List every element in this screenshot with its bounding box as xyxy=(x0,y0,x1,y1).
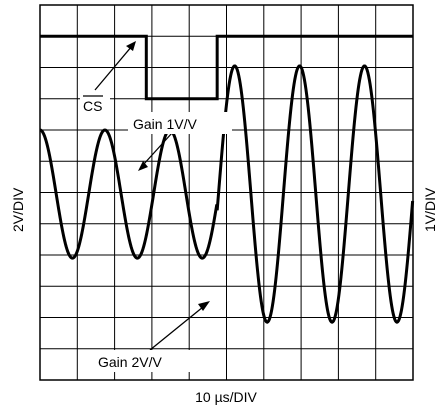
y-axis-left-label: 2V/DIV xyxy=(10,187,26,232)
cs-label-bg xyxy=(80,93,110,113)
sine-trace xyxy=(39,64,415,324)
gain2-label-bg xyxy=(93,350,201,372)
gain2-label: Gain 2V/V xyxy=(98,354,162,370)
cs-trace xyxy=(40,34,413,101)
grid xyxy=(40,5,413,380)
annotation-arrows xyxy=(94,41,210,351)
gain1-label: Gain 1V/V xyxy=(133,116,197,132)
cs-label: CS xyxy=(83,98,102,114)
gain1-label-bg xyxy=(128,112,232,134)
plot-frame xyxy=(39,4,414,381)
x-axis-label: 10 µs/DIV xyxy=(195,389,257,405)
y-axis-right-label: 1V/DIV xyxy=(422,187,438,232)
